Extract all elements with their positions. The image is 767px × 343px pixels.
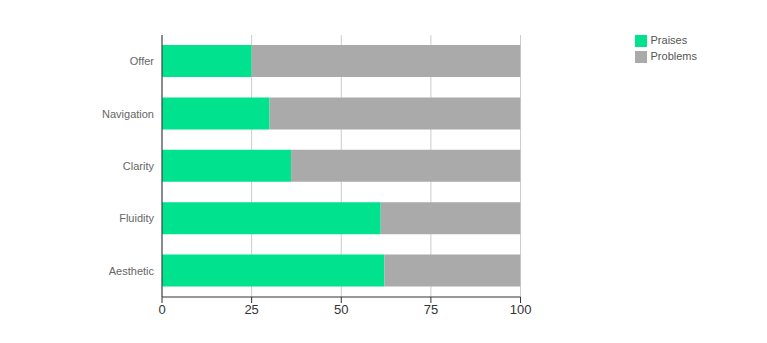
svg-text:75: 75 bbox=[424, 302, 438, 317]
svg-text:50: 50 bbox=[334, 302, 348, 317]
svg-text:Offer: Offer bbox=[130, 55, 155, 67]
svg-text:0: 0 bbox=[158, 302, 165, 317]
html-text:Praises: Praises bbox=[650, 34, 688, 46]
svg-text:100: 100 bbox=[510, 302, 532, 317]
svg-text:Clarity: Clarity bbox=[123, 160, 155, 172]
svg-text:Fluidity: Fluidity bbox=[119, 212, 154, 224]
svg-text:25: 25 bbox=[244, 302, 258, 317]
svg-text:Navigation: Navigation bbox=[102, 108, 154, 120]
html-text:Problems: Problems bbox=[650, 50, 697, 62]
svg-text:Aesthetic: Aesthetic bbox=[109, 265, 155, 277]
